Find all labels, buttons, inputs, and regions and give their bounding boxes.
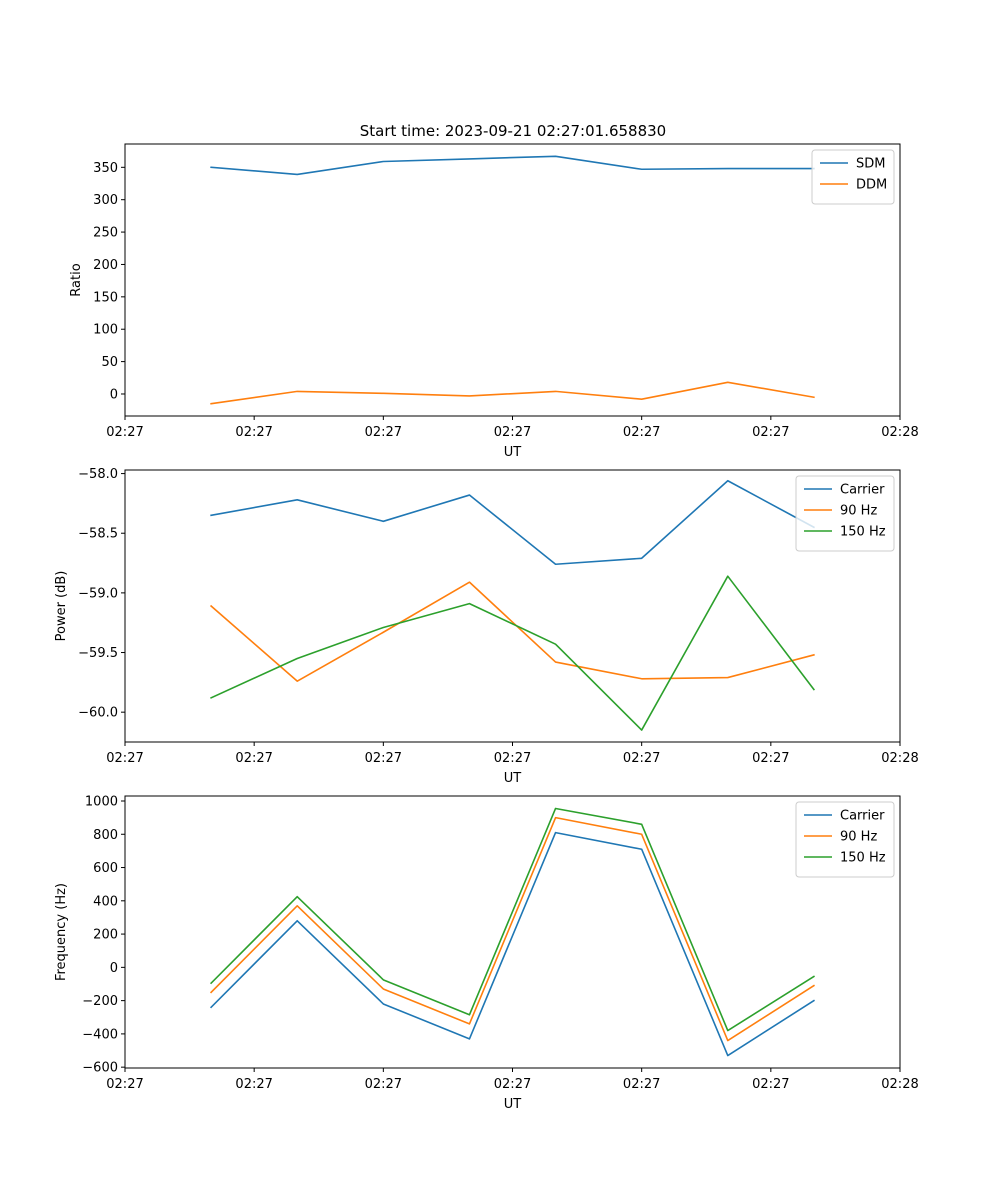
power-legend: Carrier 90 Hz 150 Hz — [795, 475, 895, 552]
power-series-90-hz-line — [209, 581, 815, 682]
ratio-x-tick-label: 02:27 — [494, 425, 531, 440]
frequency-x-tick-label: 02:27 — [494, 1077, 531, 1092]
frequency-y-tick-label: −600 — [82, 1061, 118, 1076]
ratio-x-axis-label: UT — [504, 445, 522, 460]
frequency-legend: Carrier 90 Hz 150 Hz — [795, 801, 895, 878]
ratio-x-tick-label: 02:27 — [752, 425, 789, 440]
power-series-150-hz-line — [210, 575, 816, 731]
frequency-series-carrier-line — [209, 831, 815, 1057]
ratio-x-tick-label: 02:27 — [365, 425, 402, 440]
frequency-x-tick-label: 02:27 — [235, 1077, 272, 1092]
frequency-chart: 02:27 02:27 02:27 02:27 02:27 02:27 02:28 −600 −… — [54, 794, 919, 1112]
ratio-y-tick-label: 50 — [101, 355, 118, 370]
power-x-tick-label: 02:27 — [106, 751, 143, 766]
frequency-x-tick-label: 02:27 — [106, 1077, 143, 1092]
ratio-series-sdm-line — [210, 155, 815, 176]
frequency-x-tick-label: 02:27 — [365, 1077, 402, 1092]
ratio-y-tick-label: 100 — [93, 323, 118, 338]
frequency-y-tick-label: −200 — [82, 994, 118, 1009]
ratio-x-tick-label: 02:28 — [881, 425, 918, 440]
ratio-x-tick-label: 02:27 — [623, 425, 660, 440]
frequency-x-tick-label: 02:27 — [623, 1077, 660, 1092]
frequency-y-tick-label: 200 — [93, 928, 118, 943]
ratio-y-tick-label: 250 — [93, 226, 118, 241]
power-x-tick-label: 02:28 — [881, 751, 918, 766]
frequency-series-90-hz-line — [209, 816, 815, 1042]
power-y-tick-label: −60.0 — [78, 706, 118, 721]
ratio-y-tick-label: 150 — [93, 290, 118, 305]
ratio-legend-label: SDM — [856, 157, 885, 172]
frequency-y-tick-label: 600 — [93, 861, 118, 876]
ratio-y-tick-label: 0 — [110, 387, 118, 402]
power-y-axis-label: Power (dB) — [54, 571, 69, 642]
ratio-y-axis-label: Ratio — [69, 263, 84, 296]
frequency-legend-label: 150 Hz — [840, 851, 886, 866]
power-y-tick-label: −59.5 — [78, 646, 118, 661]
power-legend-label: 150 Hz — [840, 525, 886, 540]
power-legend-label: Carrier — [840, 483, 885, 498]
power-y-tick-label: −59.0 — [78, 586, 118, 601]
frequency-legend-label: Carrier — [840, 809, 885, 824]
frequency-y-tick-label: 1000 — [85, 794, 118, 809]
power-chart: 02:27 02:27 02:27 02:27 02:27 02:27 02:28 −60.0… — [54, 467, 919, 786]
power-x-tick-label: 02:27 — [494, 751, 531, 766]
ratio-y-tick-label: 200 — [93, 258, 118, 273]
ratio-series-ddm-line — [210, 381, 815, 405]
frequency-legend-box — [795, 801, 895, 878]
frequency-y-axis-label: Frequency (Hz) — [54, 883, 69, 981]
ratio-y-tick-label: 300 — [93, 193, 118, 208]
power-series-carrier-line — [210, 479, 815, 566]
ratio-x-tick-label: 02:27 — [235, 425, 272, 440]
frequency-legend-label: 90 Hz — [840, 830, 877, 845]
frequency-series-150-hz-line — [209, 807, 815, 1032]
frequency-y-tick-label: −400 — [82, 1027, 118, 1042]
power-x-tick-label: 02:27 — [235, 751, 272, 766]
power-y-tick-label: −58.5 — [78, 527, 118, 542]
ratio-legend: SDM DDM — [811, 149, 895, 205]
power-x-axis-label: UT — [504, 771, 522, 786]
ratio-x-tick-label: 02:27 — [106, 425, 143, 440]
power-legend-label: 90 Hz — [840, 504, 877, 519]
ratio-legend-label: DDM — [856, 178, 887, 193]
power-y-tick-label: −58.0 — [78, 467, 118, 482]
frequency-y-tick-label: 800 — [93, 828, 118, 843]
frequency-x-axis-label: UT — [504, 1097, 522, 1112]
figure-title: Start time: 2023-09-21 02:27:01.658830 — [360, 122, 666, 140]
frequency-x-tick-label: 02:28 — [881, 1077, 918, 1092]
power-x-tick-label: 02:27 — [623, 751, 660, 766]
frequency-y-tick-label: 400 — [93, 894, 118, 909]
frequency-y-tick-label: 0 — [110, 961, 118, 976]
power-x-tick-label: 02:27 — [365, 751, 402, 766]
frequency-x-tick-label: 02:27 — [752, 1077, 789, 1092]
ratio-chart: 02:27 02:27 02:27 02:27 02:27 02:27 02:28 0 50 10… — [69, 143, 919, 460]
power-legend-box — [795, 475, 895, 552]
ratio-y-tick-label: 350 — [93, 161, 118, 176]
power-x-tick-label: 02:27 — [752, 751, 789, 766]
